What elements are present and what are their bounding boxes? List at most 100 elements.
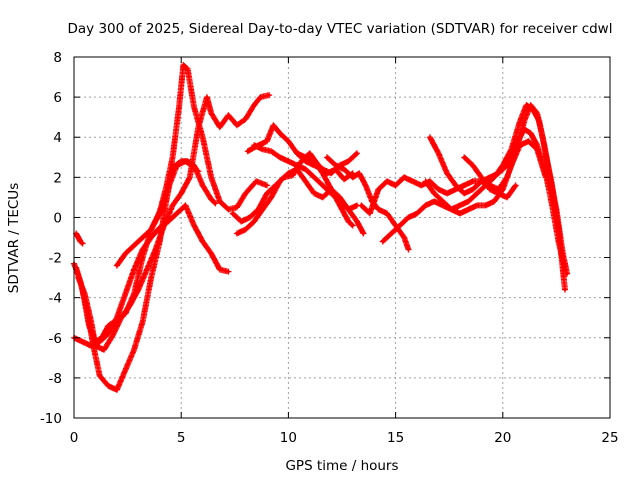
data-point [385, 179, 389, 183]
data-point [505, 175, 509, 179]
data-point [209, 111, 213, 115]
data-point [132, 244, 136, 248]
x-axis-label: GPS time / hours [285, 458, 398, 474]
data-point [522, 119, 526, 123]
y-tick-label: 8 [53, 50, 62, 66]
series-track-15 [426, 102, 571, 277]
data-point [475, 203, 479, 207]
data-point [141, 320, 145, 324]
y-tick-label: 0 [53, 210, 62, 226]
data-point [218, 268, 222, 272]
data-point [265, 139, 269, 143]
data-point [132, 348, 136, 352]
data-point [329, 171, 333, 175]
data-point [389, 231, 393, 235]
data-point [321, 171, 325, 175]
data-point [186, 67, 190, 71]
data-point [424, 203, 428, 207]
y-tick-label: 4 [53, 130, 62, 146]
data-point [295, 151, 299, 155]
data-point [209, 252, 213, 256]
data-point [346, 159, 350, 163]
data-point [286, 139, 290, 143]
data-point [524, 103, 528, 107]
data-point [89, 344, 93, 348]
data-point [462, 191, 466, 195]
data-point [432, 199, 436, 203]
data-point [141, 256, 145, 260]
data-point [252, 143, 256, 147]
data-point [179, 191, 183, 195]
data-point [488, 187, 492, 191]
data-point [98, 340, 102, 344]
data-point [265, 191, 269, 195]
data-point [304, 179, 308, 183]
data-point [479, 175, 483, 179]
chart-title: Day 300 of 2025, Sidereal Day-to-day VTE… [68, 21, 613, 37]
data-point [226, 207, 230, 211]
x-tick-label: 10 [280, 430, 297, 446]
y-tick-label: -4 [49, 291, 62, 307]
series-track-9 [251, 142, 367, 237]
data-point [492, 175, 496, 179]
data-point [171, 155, 175, 159]
data-point [115, 316, 119, 320]
data-point [406, 248, 410, 252]
data-point [381, 240, 385, 244]
data-point [342, 167, 346, 171]
data-point [542, 139, 546, 143]
data-point [355, 151, 359, 155]
data-point [181, 63, 185, 67]
data-point [201, 135, 205, 139]
data-point [304, 167, 308, 171]
data-point [295, 163, 299, 167]
y-tick-label: -8 [49, 371, 62, 387]
data-point [123, 252, 127, 256]
data-point [175, 211, 179, 215]
data-point [449, 207, 453, 211]
data-point [218, 125, 222, 129]
data-point [235, 231, 239, 235]
data-point [514, 151, 518, 155]
data-point [445, 191, 449, 195]
data-point [484, 203, 488, 207]
data-point [192, 105, 196, 109]
data-point [402, 175, 406, 179]
y-axis-label: SDTVAR / TECUs [6, 183, 22, 293]
data-point [471, 163, 475, 167]
data-point [544, 175, 548, 179]
data-point [123, 292, 127, 296]
data-point [462, 155, 466, 159]
data-point [346, 207, 350, 211]
series-track-5 [113, 158, 202, 269]
series-track-4 [71, 202, 232, 349]
data-point [278, 155, 282, 159]
data-point [74, 231, 78, 235]
data-point [115, 264, 119, 268]
data-point [158, 225, 162, 229]
data-point [338, 203, 342, 207]
series-track-10 [294, 150, 356, 229]
data-point [239, 219, 243, 223]
data-point [312, 175, 316, 179]
data-point [106, 384, 110, 388]
data-point [261, 147, 265, 151]
data-point [267, 93, 271, 97]
data-point [158, 211, 162, 215]
data-point [278, 179, 282, 183]
data-point [201, 183, 205, 187]
data-point [458, 211, 462, 215]
series-track-11 [324, 154, 412, 253]
data-point [505, 195, 509, 199]
data-point [411, 179, 415, 183]
data-point [171, 203, 175, 207]
data-point [441, 199, 445, 203]
data-point [475, 191, 479, 195]
data-point [304, 155, 308, 159]
data-points [71, 62, 571, 393]
data-point [115, 388, 119, 392]
data-point [355, 203, 359, 207]
data-point [535, 147, 539, 151]
data-point [554, 207, 558, 211]
